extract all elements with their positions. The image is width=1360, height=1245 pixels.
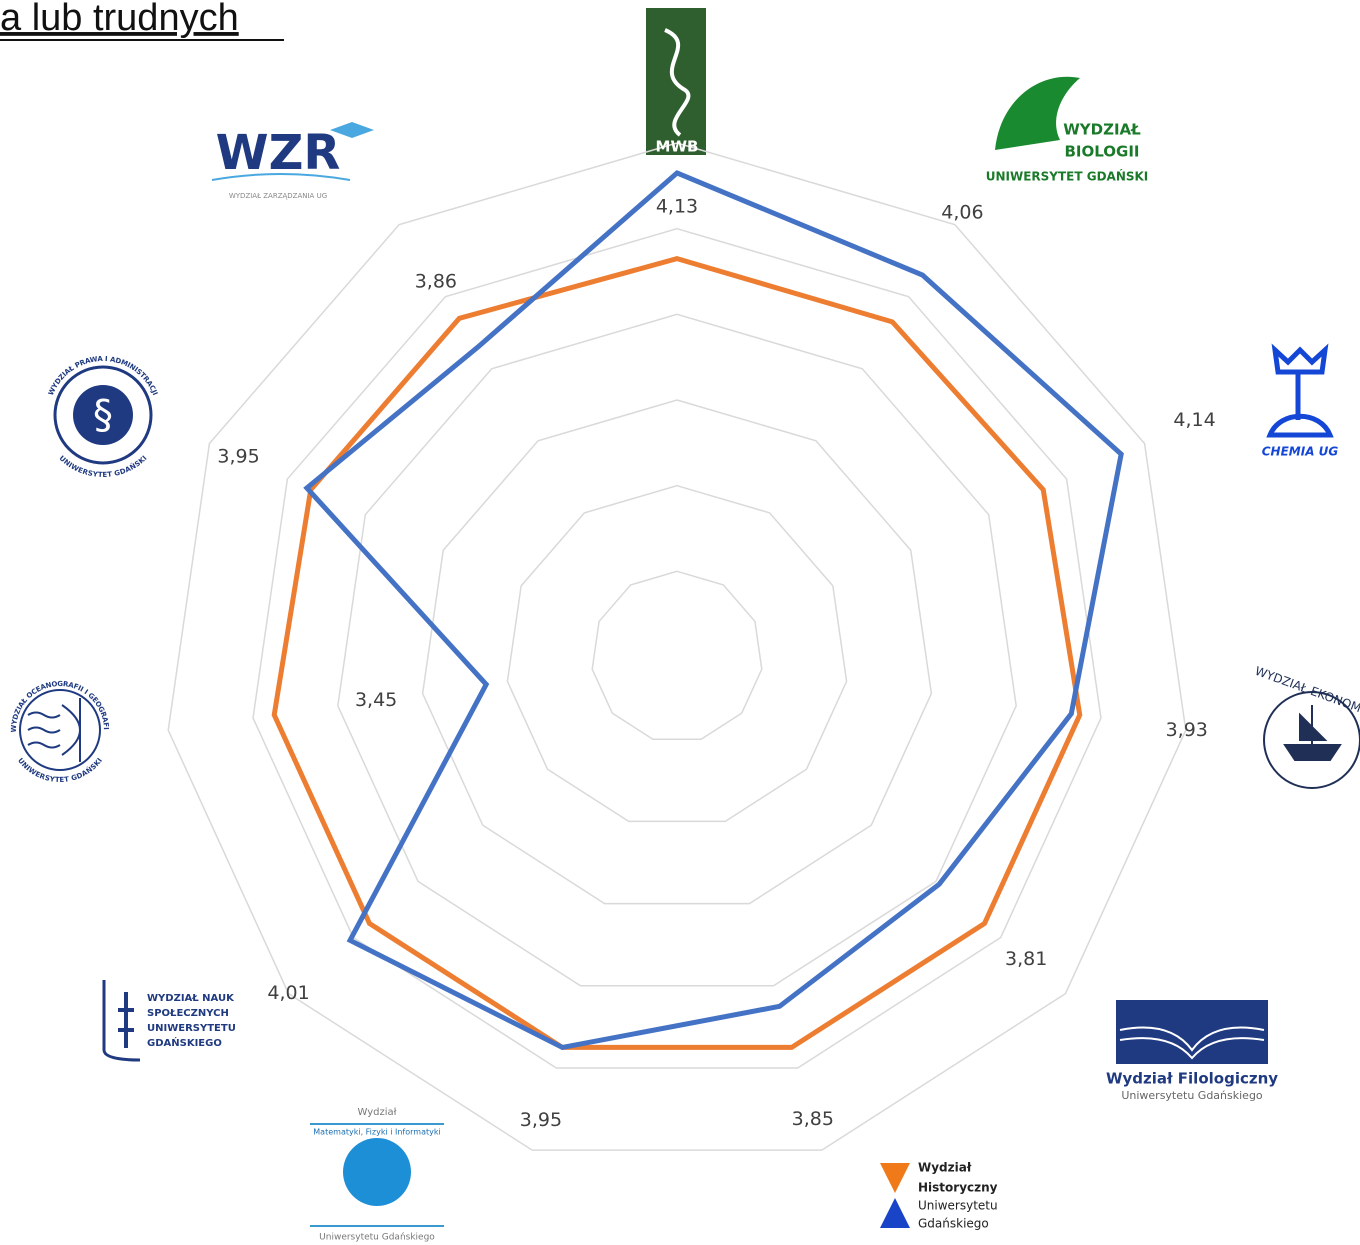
grid-ring (337, 313, 1017, 987)
logo-prawo-emblem (73, 385, 133, 445)
logo-mfi (343, 1138, 411, 1206)
category-label: MWB (656, 138, 699, 156)
category-label: Gdańskiego (918, 1217, 989, 1231)
logo-historia-bottom (880, 1198, 910, 1228)
category-label: WYDZIAŁ EKONOM (1253, 664, 1360, 715)
data-label: 4,01 (267, 982, 309, 1004)
series-line (271, 256, 1083, 1050)
logo-biology (995, 76, 1080, 150)
data-label: 3,85 (792, 1108, 834, 1130)
category-label: Wydział Filologiczny (1106, 1070, 1278, 1088)
category-label: Wydział (358, 1107, 397, 1118)
category-label: BIOLOGII (1064, 143, 1139, 161)
data-label: 3,93 (1166, 719, 1208, 741)
data-label: 3,95 (217, 445, 259, 467)
category-label: WYDZIAŁ NAUK (147, 993, 235, 1004)
grid-ring (167, 142, 1187, 1151)
logo-nauk-emblem (118, 992, 134, 1048)
category-label: WYDZIAŁ (1063, 121, 1141, 139)
data-label: 3,86 (415, 270, 457, 292)
logo-ekonom (1263, 691, 1360, 789)
data-label: 4,14 (1173, 409, 1215, 431)
logo-prawo-sign: § (93, 392, 113, 438)
logo-oceanografia-emblem (27, 698, 81, 762)
logo-chemia (1266, 343, 1334, 438)
series-line (303, 170, 1124, 1051)
category-label: CHEMIA UG (1262, 445, 1339, 459)
logo-filologia (1116, 1000, 1268, 1064)
logo-wzr-cap (330, 122, 374, 138)
category-label: WYDZIAŁ OCEANOGRAFII I GEOGRAFII (0, 0, 110, 733)
data-label: 3,45 (355, 689, 397, 711)
data-label: 4,06 (941, 201, 983, 223)
logo-filologia-book (1119, 1026, 1265, 1060)
category-label: Matematyki, Fizyki i Informatyki (313, 1128, 440, 1137)
logo-prawo (53, 365, 153, 465)
category-label: WZR (216, 125, 341, 181)
logo-ekonom-ship (1283, 705, 1342, 761)
grid-ring (506, 484, 848, 823)
logo-historia-top (880, 1163, 910, 1193)
data-label: 3,81 (1005, 948, 1047, 970)
category-label-path: WYDZIAŁ OCEANOGRAFII I GEOGRAFII (0, 0, 110, 733)
category-label: Historyczny (918, 1181, 998, 1195)
logo-nauk-spolecznych (102, 980, 141, 1062)
category-label: Wydział (918, 1161, 972, 1175)
category-label: UNIWERSYTETU (147, 1023, 236, 1034)
grid-ring (421, 399, 933, 905)
category-label: UNIWERSYTET GDAŃSKI (986, 169, 1149, 184)
category-label: SPOŁECZNYCH (147, 1008, 229, 1019)
chart-title: a lub trudnych (0, 0, 239, 39)
data-label: 4,13 (656, 196, 698, 218)
grid-ring (252, 227, 1102, 1069)
category-label: WYDZIAŁ ZARZĄDZANIA UG (229, 192, 327, 200)
data-label: 3,95 (520, 1109, 562, 1131)
logo-mwb-emblem (664, 28, 691, 137)
category-label: UNIWERSYTET GDAŃSKI (58, 454, 149, 479)
grid-ring (591, 570, 763, 740)
logo-oceanografia (19, 689, 101, 771)
category-label-path: UNIWERSYTET GDAŃSKI (58, 454, 149, 479)
category-label: Uniwersytetu (918, 1199, 998, 1213)
category-label: Uniwersytetu Gdańskiego (1121, 1089, 1263, 1102)
category-label: Uniwersytetu Gdańskiego (319, 1233, 435, 1243)
category-label: GDAŃSKIEGO (147, 1036, 222, 1049)
logo-wzr-wave (211, 173, 351, 181)
